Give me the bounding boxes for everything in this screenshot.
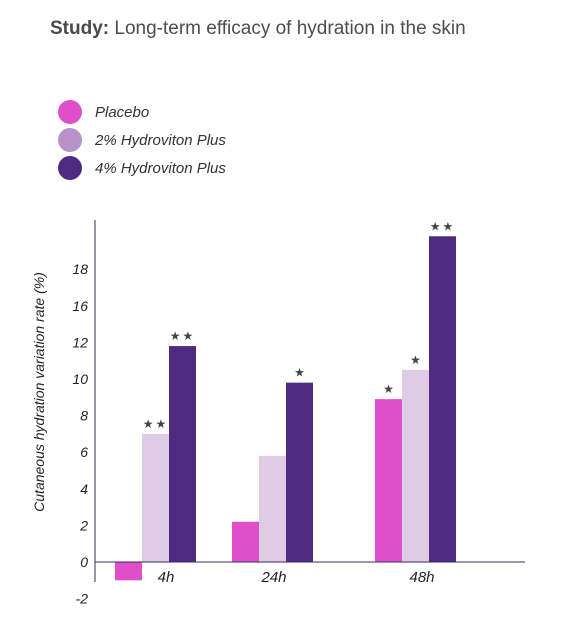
bar — [142, 433, 169, 562]
bar — [232, 521, 259, 562]
significance-stars: ★★ — [143, 417, 169, 431]
x-category-label: 24h — [260, 569, 286, 586]
legend-item-placebo: Placebo — [58, 98, 226, 126]
significance-stars: ★ — [294, 366, 305, 380]
y-tick-label: 18 — [72, 261, 88, 277]
legend-swatch — [58, 100, 82, 124]
significance-stars: ★ — [383, 382, 394, 396]
bar — [375, 399, 402, 562]
bar — [429, 236, 456, 562]
y-tick-label: 6 — [80, 444, 88, 460]
y-tick-label: 2 — [79, 517, 88, 533]
title-text: Long-term efficacy of hydration in the s… — [114, 18, 466, 39]
y-tick-label: 16 — [72, 298, 88, 314]
bar — [259, 455, 286, 562]
y-tick-label: 0 — [80, 554, 88, 570]
bar — [169, 346, 196, 562]
significance-stars: ★★ — [170, 329, 196, 343]
legend-swatch — [58, 156, 82, 180]
legend: Placebo 2% Hydroviton Plus 4% Hydroviton… — [58, 98, 226, 182]
legend-item-2pct: 2% Hydroviton Plus — [58, 126, 226, 154]
bar — [115, 562, 142, 581]
bar — [402, 369, 429, 562]
x-category-label: 48h — [409, 569, 434, 586]
title-label: Study: — [50, 18, 110, 39]
y-tick-label: 4 — [80, 481, 88, 497]
legend-label: 2% Hydroviton Plus — [95, 131, 226, 149]
significance-stars: ★ — [410, 353, 421, 367]
legend-item-4pct: 4% Hydroviton Plus — [58, 154, 226, 182]
significance-stars: ★★ — [430, 219, 456, 233]
chart-title: Study: Long-term efficacy of hydration i… — [50, 18, 466, 40]
y-tick-label: 12 — [72, 334, 88, 350]
y-axis-label: Cutaneous hydration variation rate (%) — [31, 272, 47, 512]
x-category-label: 4h — [158, 569, 175, 586]
legend-label: Placebo — [95, 103, 150, 121]
y-tick-label: -2 — [76, 591, 89, 607]
bar — [286, 382, 313, 562]
y-tick-label: 10 — [72, 371, 88, 387]
y-tick-label: 8 — [80, 408, 88, 424]
legend-swatch — [58, 128, 82, 152]
legend-label: 4% Hydroviton Plus — [95, 159, 226, 177]
